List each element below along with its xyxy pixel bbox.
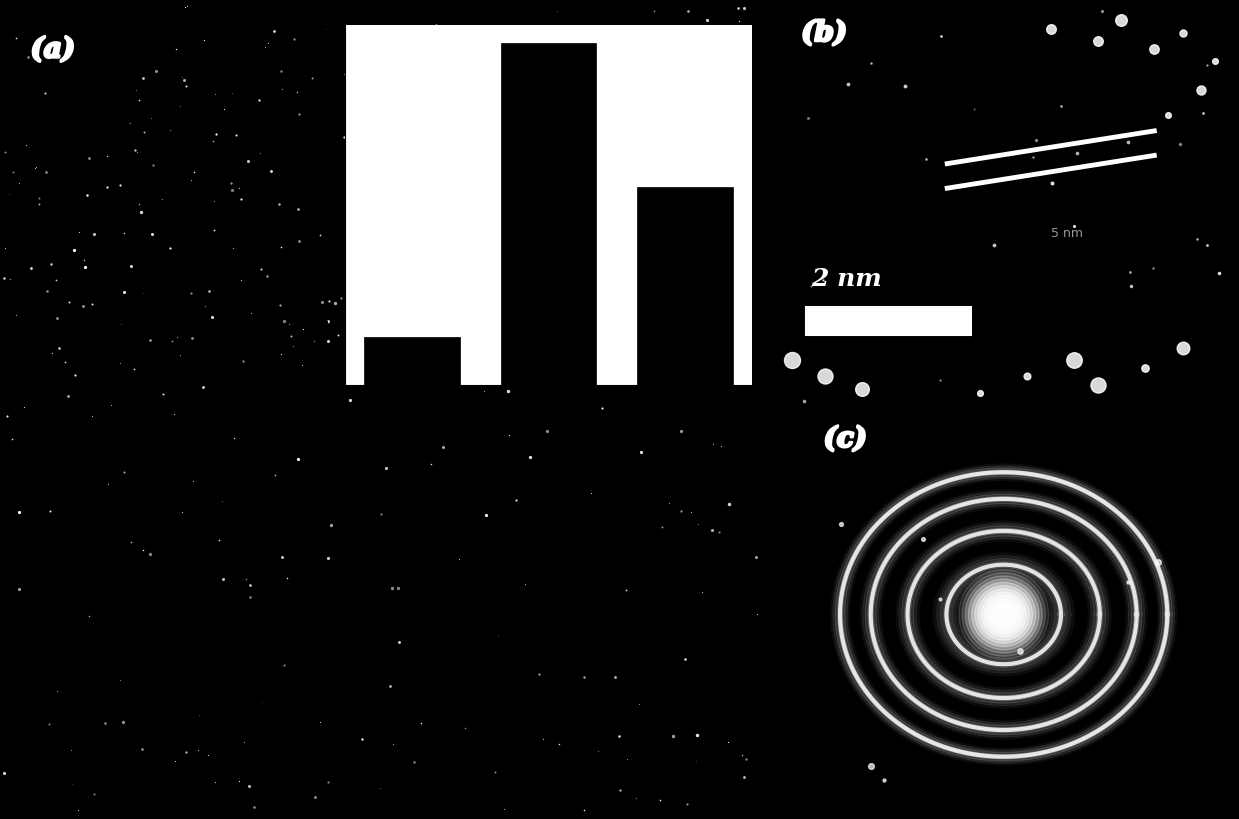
Circle shape [985, 595, 1023, 634]
Text: (a): (a) [31, 36, 74, 63]
Circle shape [969, 579, 1040, 649]
Text: 5 nm: 5 nm [1051, 228, 1083, 240]
Circle shape [959, 569, 1048, 659]
Circle shape [975, 586, 1032, 644]
Circle shape [961, 572, 1046, 656]
Circle shape [997, 608, 1010, 621]
Circle shape [981, 592, 1026, 637]
Circle shape [991, 602, 1016, 627]
Text: (c): (c) [824, 426, 867, 453]
Bar [807, 307, 970, 336]
Text: (b): (b) [802, 20, 847, 47]
Circle shape [1000, 611, 1007, 618]
Circle shape [971, 582, 1036, 646]
Text: 2 nm: 2 nm [810, 267, 881, 292]
Circle shape [987, 599, 1020, 631]
Circle shape [965, 576, 1042, 653]
Circle shape [978, 589, 1030, 640]
Circle shape [994, 604, 1014, 624]
